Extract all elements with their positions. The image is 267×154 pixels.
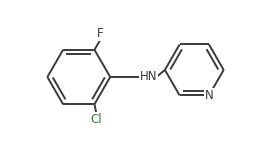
Text: F: F [97,27,104,40]
Text: HN: HN [140,71,158,83]
Text: Cl: Cl [91,113,102,126]
Text: N: N [205,89,213,102]
